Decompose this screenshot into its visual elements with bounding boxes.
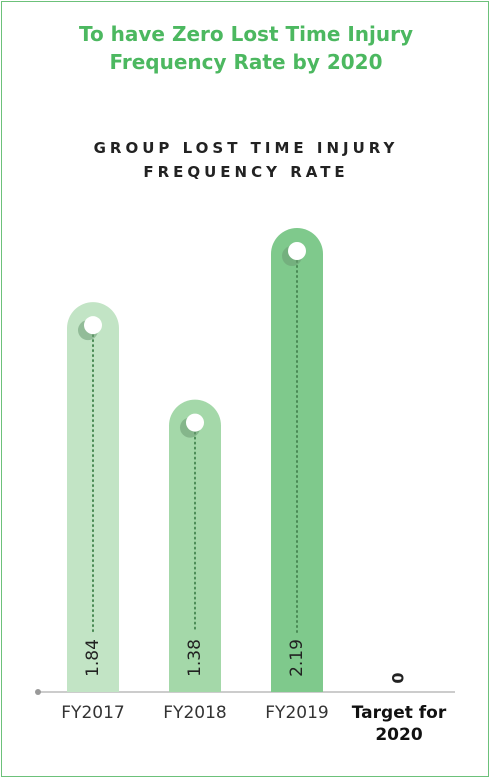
chart-title: GROUP LOST TIME INJURY FREQUENCY RATE	[93, 139, 399, 181]
value-label: 0	[389, 672, 408, 683]
marker	[84, 316, 102, 335]
bar	[169, 399, 221, 692]
headline: To have Zero Lost Time Injury Frequency …	[78, 22, 414, 74]
x-tick-label: FY2018	[163, 703, 227, 723]
x-tick-label: FY2019	[265, 703, 329, 723]
x-tick-label: Target for 2020	[351, 703, 447, 745]
value-label: 1.84	[83, 639, 103, 677]
value-label: 2.19	[287, 639, 307, 677]
marker	[288, 242, 306, 260]
x-tick-label: FY2017	[61, 703, 125, 723]
value-label: 1.38	[185, 639, 205, 677]
axis-dot	[35, 689, 41, 695]
marker	[186, 413, 204, 432]
